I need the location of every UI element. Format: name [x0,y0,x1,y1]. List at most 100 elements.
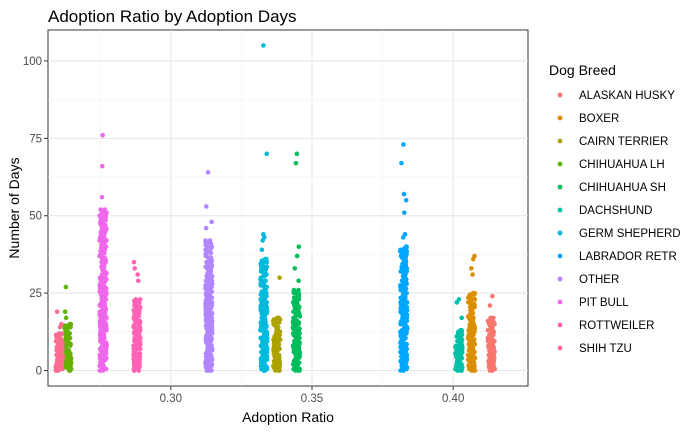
legend-key [557,276,563,282]
chart-title: Adoption Ratio by Adoption Days [48,7,297,26]
legend-item: PIT BULL [557,297,629,309]
data-point-outlier [209,219,214,225]
data-point [291,287,297,293]
legend-label: BOXER [579,113,619,125]
legend-key [557,345,563,351]
data-point [137,297,143,302]
data-point-outlier [63,315,69,321]
legend-label: SHIH TZU [579,343,632,355]
legend-label: CHIHUAHUA SH [579,182,666,194]
data-point-outlier [135,272,140,277]
data-point-outlier [203,225,209,231]
data-point [207,238,213,243]
legend-item: CAIRN TERRIER [557,136,668,148]
data-point [133,297,139,302]
legend-key [557,138,563,144]
data-point [97,352,103,358]
data-point-outlier [205,170,211,175]
data-point-outlier [264,151,270,157]
data-point [137,351,143,356]
legend-key [557,230,563,236]
plot-panel [47,29,529,387]
legend-key [557,299,563,305]
x-axis-title: Adoption Ratio [242,409,334,425]
data-point-outlier [296,244,302,249]
legend-item: CHIHUAHUA LH [557,159,665,171]
data-point [67,321,73,327]
data-point [471,301,477,307]
legend-item: SHIH TZU [557,343,632,355]
data-point-outlier [63,284,69,290]
data-point-outlier [277,275,282,280]
data-point [264,264,270,270]
data-points [53,43,498,373]
y-tick-label: 50 [29,211,42,223]
legend-label: OTHER [579,274,619,286]
data-point-outlier [399,160,404,166]
legend-label: GERM SHEPHERD [579,228,681,240]
data-point-outlier [400,235,406,240]
data-point [491,315,496,321]
legend-item: LABRADOR RETR [557,251,677,263]
legend-item: OTHER [557,274,619,286]
data-point-outlier [403,197,409,203]
data-point [472,297,478,302]
legend: Dog Breed ALASKAN HUSKY BOXER CAIRN TERRIE… [549,62,681,355]
data-point-outlier [459,315,465,321]
data-point-outlier [99,163,105,169]
data-point-outlier [132,266,138,271]
data-point [297,326,302,332]
data-point-outlier [487,303,493,308]
data-point-outlier [203,204,209,209]
data-point-outlier [292,266,298,271]
legend-key [557,92,563,98]
x-tick-label: 0.30 [160,393,182,405]
legend-label: PIT BULL [579,297,629,309]
data-point-outlier [294,253,300,259]
data-point-outlier [401,191,407,197]
data-point [97,368,103,373]
data-point-outlier [57,324,63,330]
legend-key [557,207,563,213]
legend-item: ALASKAN HUSKY [557,90,675,102]
data-point-outlier [296,278,301,284]
data-point-outlier [294,151,300,157]
y-tick-label: 25 [29,288,42,300]
data-point-outlier [135,278,141,284]
grid-lines [48,30,528,386]
data-point [208,255,214,260]
legend-item: BOXER [557,113,619,125]
data-point [404,244,409,249]
data-point [453,343,459,349]
data-point-outlier [54,309,60,315]
data-point [398,283,403,288]
data-point [275,315,280,321]
legend-label: DACHSHUND [579,205,652,217]
data-point-outlier [131,259,137,265]
y-tick-label: 0 [36,366,42,378]
x-tick-label: 0.40 [442,393,464,405]
legend-label: CHIHUAHUA LH [579,159,665,171]
data-point [264,256,269,262]
data-point [470,290,476,296]
y-axis-title: Number of Days [6,157,22,258]
legend-item: GERM SHEPHERD [557,228,681,240]
legend-item: ROTTWEILER [557,320,654,332]
data-point [59,331,65,336]
data-point-outlier [62,309,68,315]
legend-key [557,161,563,167]
legend-label: LABRADOR RETR [579,251,677,263]
legend-item: DACHSHUND [557,205,652,217]
data-point [263,278,268,284]
data-point-outlier [401,210,407,215]
legend-key [557,322,563,328]
legend-key [557,253,563,259]
data-point-outlier [100,132,105,138]
data-point [458,327,463,333]
legend-label: CAIRN TERRIER [579,136,668,148]
data-point [485,318,491,324]
legend-label: ALASKAN HUSKY [579,90,675,102]
data-point-outlier [401,142,406,147]
data-point-outlier [470,272,475,277]
data-point-outlier [490,293,495,299]
